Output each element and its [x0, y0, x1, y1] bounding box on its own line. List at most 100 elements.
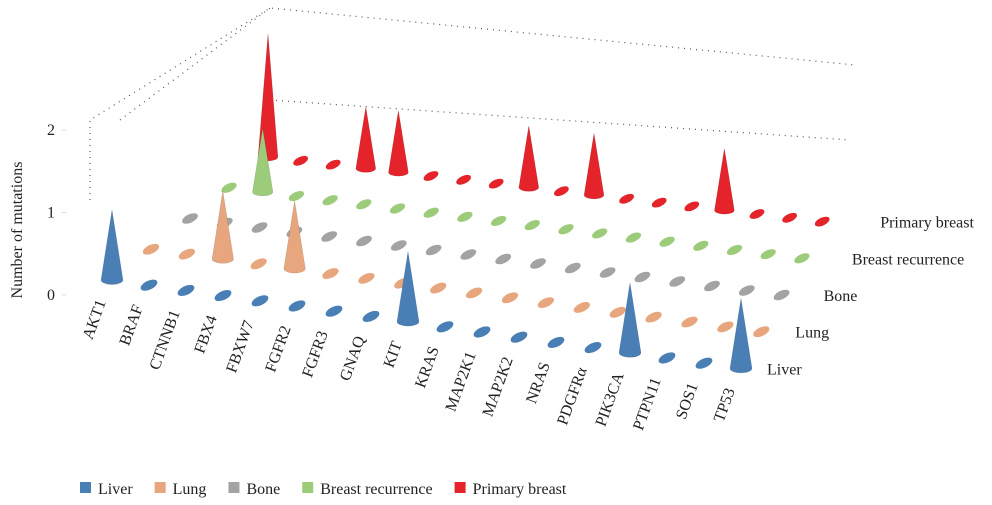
cone-base [584, 342, 602, 354]
cone-base [547, 336, 565, 348]
cone-base [693, 240, 709, 251]
x-tick-label: KIT [381, 339, 406, 370]
cone-base [738, 285, 755, 296]
cone-base [325, 159, 341, 170]
cone [252, 128, 274, 197]
cone-base [684, 201, 700, 212]
cone-base [782, 212, 797, 223]
legend-swatch [154, 482, 166, 493]
cone-base [322, 195, 338, 206]
cone-base [573, 302, 590, 313]
cone-base [430, 282, 447, 294]
cone [211, 190, 234, 264]
cone [518, 125, 540, 192]
cone-base [634, 271, 651, 283]
cone-base [749, 209, 765, 219]
x-tick-label: AKT1 [80, 298, 110, 342]
cone-base [177, 284, 195, 296]
cone [583, 133, 605, 200]
back-wall [89, 7, 856, 200]
cone-base [293, 155, 308, 166]
cone-base [658, 352, 676, 364]
cone-base [322, 268, 339, 279]
x-tick-label: CTNNB1 [146, 308, 183, 372]
cone-base [592, 228, 608, 239]
cone-base [182, 213, 198, 224]
cone-base [288, 190, 305, 202]
cone-base [554, 186, 569, 197]
x-tick-label: PTPN11 [630, 376, 665, 433]
x-tick-label: BRAF [116, 303, 146, 348]
cone-base [425, 244, 442, 256]
row-label: Lung [795, 325, 829, 342]
cone-base [558, 224, 574, 235]
cone [396, 251, 420, 327]
cone-base [358, 272, 375, 284]
x-tick-label: GNAQ [337, 334, 369, 384]
cone-base [490, 215, 507, 227]
cone-base [564, 262, 581, 274]
legend-label: Lung [173, 481, 207, 498]
y-axis-label: Number of mutations [9, 162, 26, 299]
cone [729, 298, 753, 374]
cone-base [390, 240, 407, 251]
cone-base [214, 290, 232, 302]
cone [714, 148, 735, 215]
cone-base [695, 357, 713, 369]
cone-base [501, 292, 519, 304]
cone-base [465, 287, 483, 299]
cone-base [645, 311, 662, 323]
cone [100, 209, 124, 285]
cone-base [726, 244, 743, 256]
cone-base [251, 295, 269, 307]
cone-base [288, 300, 306, 312]
x-tick-label: KRAS [412, 344, 443, 390]
legend-swatch [454, 482, 466, 493]
cone-base [488, 178, 504, 189]
x-tick-label: SOS1 [673, 381, 702, 422]
cone-base [221, 182, 237, 193]
cone-base [356, 235, 372, 247]
legend-label: Breast recurrence [320, 481, 432, 498]
legend-swatch [302, 482, 314, 493]
legend-label: Primary breast [473, 481, 567, 498]
row-label: Bone [824, 288, 858, 305]
cone-base [456, 174, 471, 185]
y-tick-label: 1 [47, 205, 55, 222]
x-tick-label: MAP2K2 [479, 355, 516, 419]
x-tick-label: MAP2K1 [442, 350, 479, 414]
x-tick-label: FBXW7 [223, 318, 258, 375]
cone-base [423, 171, 439, 181]
cone-base [362, 310, 380, 322]
cone-base [473, 326, 491, 338]
y-tick-label: 0 [47, 287, 55, 304]
legend-swatch [228, 482, 240, 493]
cone-base [753, 326, 770, 338]
x-tick-label: FGFR3 [299, 329, 331, 380]
cone-base [599, 267, 616, 278]
cone-base [669, 276, 686, 287]
cone-base [524, 220, 540, 231]
cone-base [537, 297, 555, 309]
cone-base [814, 216, 830, 227]
y-tick-label: 2 [47, 122, 55, 139]
cone-base [681, 316, 698, 328]
cone-base [356, 199, 372, 210]
row-label: Primary breast [880, 215, 974, 232]
cone-base [423, 207, 439, 218]
x-tick-label: PDGFRα [554, 365, 591, 428]
cone-base [251, 222, 268, 233]
cone-base [625, 232, 642, 243]
cone-base [321, 231, 338, 242]
x-tick-label: FGFR2 [262, 324, 294, 375]
legend-label: Liver [98, 481, 133, 498]
legend-swatch [80, 482, 91, 493]
x-tick-label: FBX4 [191, 313, 220, 356]
cone-base [389, 203, 406, 214]
cone-base [510, 331, 528, 343]
cone-base [495, 253, 512, 265]
cone-base [436, 321, 454, 333]
cone-base [794, 253, 810, 264]
